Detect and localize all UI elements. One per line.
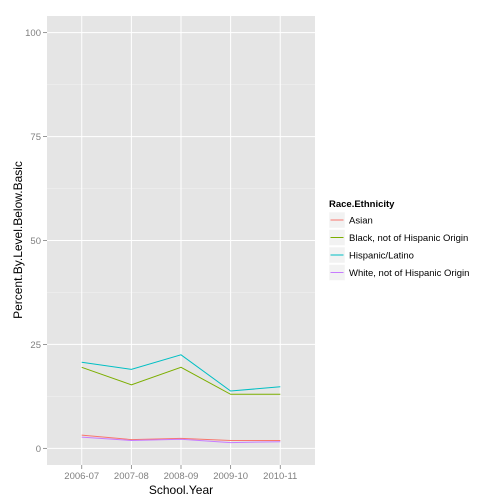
x-axis: 2006-07 2007-08 2008-09 2009-10 2010-11 — [64, 465, 297, 482]
legend-label: Hispanic/Latino — [349, 251, 414, 262]
y-axis-title: Percent.By.Level.Below.Basic — [11, 161, 25, 319]
y-tick-label: 0 — [36, 444, 41, 455]
x-tick-label: 2010-11 — [263, 471, 297, 482]
major-gridlines — [47, 16, 315, 465]
x-tick-label: 2006-07 — [64, 471, 99, 482]
x-tick-label: 2008-09 — [164, 471, 199, 482]
y-tick-label: 75 — [30, 132, 41, 143]
legend-title: Race.Ethnicity — [329, 199, 395, 210]
x-tick-label: 2009-10 — [213, 471, 248, 482]
x-tick-label: 2007-08 — [114, 471, 149, 482]
legend-label: Black, not of Hispanic Origin — [349, 233, 468, 244]
legend-label: Asian — [349, 216, 373, 227]
legend-items: Asian Black, not of Hispanic Origin Hispan… — [328, 211, 469, 281]
y-tick-label: 25 — [30, 340, 41, 351]
series-line — [81, 436, 281, 444]
legend-label: White, not of Hispanic Origin — [349, 268, 469, 279]
series-line — [81, 354, 281, 392]
y-axis: 0 25 50 75 100 — [25, 28, 47, 455]
series-lines — [81, 354, 281, 444]
x-axis-title: School.Year — [149, 483, 213, 497]
legend: Race.Ethnicity Asian Black, not of Hispan… — [328, 199, 469, 281]
series-line — [81, 434, 281, 441]
series-line — [81, 366, 281, 395]
y-tick-label: 50 — [30, 236, 41, 247]
y-tick-label: 100 — [25, 28, 41, 39]
